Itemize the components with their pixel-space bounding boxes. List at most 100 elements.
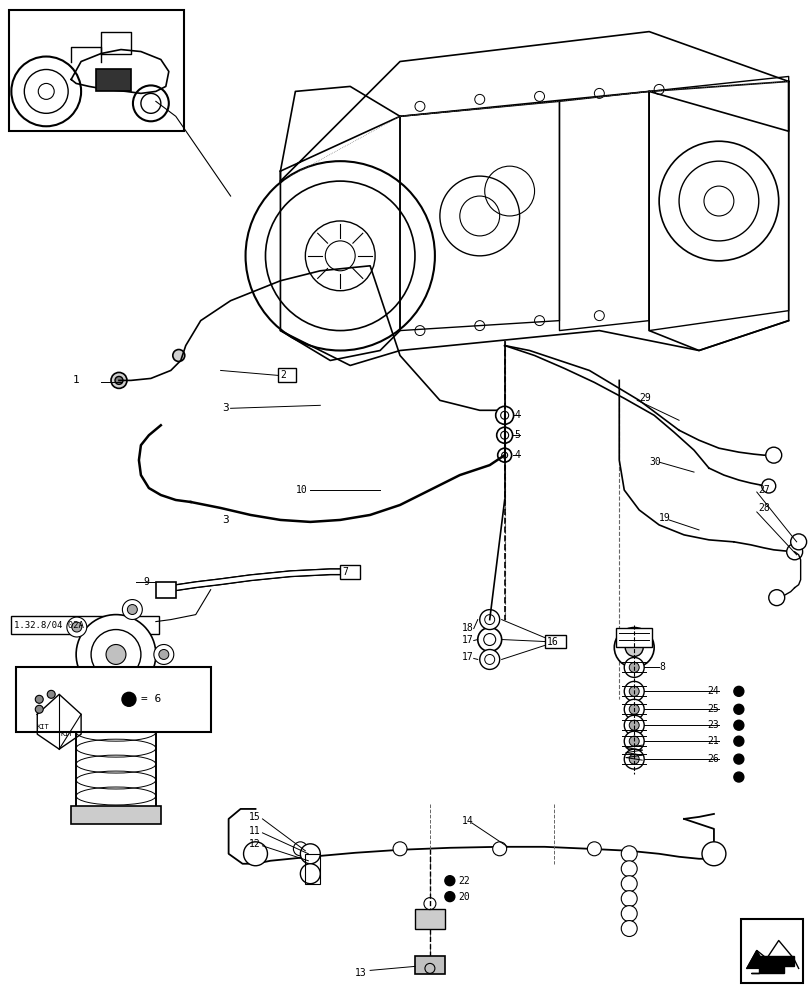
Circle shape (629, 720, 638, 730)
Circle shape (790, 534, 805, 550)
Circle shape (620, 876, 637, 892)
Circle shape (624, 715, 643, 735)
Circle shape (127, 605, 137, 615)
Text: 22: 22 (457, 876, 469, 886)
Text: 1.32.8/04 02A: 1.32.8/04 02A (15, 620, 84, 629)
Circle shape (629, 704, 638, 714)
Bar (16, 667, 210, 732)
Text: KIT: KIT (36, 724, 49, 730)
Circle shape (111, 372, 127, 388)
Circle shape (765, 447, 781, 463)
Circle shape (122, 689, 142, 709)
Circle shape (479, 649, 499, 669)
Circle shape (733, 736, 743, 746)
Text: 10: 10 (295, 485, 307, 495)
Bar (414, 909, 444, 929)
Bar (76, 679, 156, 809)
Text: 16: 16 (546, 637, 558, 647)
Text: 8: 8 (659, 662, 664, 672)
Text: 18: 18 (461, 623, 473, 633)
Circle shape (67, 672, 87, 692)
Text: 29: 29 (638, 393, 650, 403)
Circle shape (173, 350, 185, 361)
Bar (616, 628, 651, 647)
Circle shape (115, 376, 122, 384)
Circle shape (479, 610, 499, 630)
Circle shape (624, 699, 643, 719)
Circle shape (620, 906, 637, 922)
Text: 14: 14 (461, 816, 473, 826)
Circle shape (497, 448, 511, 462)
Circle shape (624, 639, 642, 656)
Bar (11, 616, 159, 634)
Bar (740, 919, 801, 983)
Circle shape (71, 677, 82, 687)
Circle shape (620, 861, 637, 877)
Circle shape (702, 842, 725, 866)
Circle shape (393, 842, 406, 856)
Text: = 6: = 6 (141, 694, 161, 704)
Circle shape (620, 846, 637, 862)
Text: 26: 26 (706, 754, 718, 764)
Text: 17: 17 (461, 652, 473, 662)
Circle shape (153, 645, 174, 664)
Circle shape (624, 657, 643, 677)
Circle shape (122, 692, 135, 706)
Circle shape (761, 479, 775, 493)
Circle shape (444, 892, 454, 902)
Text: 17: 17 (461, 635, 473, 645)
Circle shape (495, 406, 513, 424)
Circle shape (159, 649, 169, 659)
Circle shape (300, 864, 320, 884)
Circle shape (629, 662, 638, 672)
Text: 19: 19 (659, 513, 670, 523)
Bar (544, 635, 566, 648)
Circle shape (620, 921, 637, 937)
Circle shape (67, 617, 87, 637)
Bar (156, 582, 175, 598)
Circle shape (492, 842, 506, 856)
Text: 4: 4 (514, 450, 520, 460)
Text: 11: 11 (248, 826, 260, 836)
Circle shape (624, 681, 643, 701)
Circle shape (300, 844, 320, 864)
Circle shape (624, 749, 643, 769)
Circle shape (423, 898, 436, 910)
Text: KIT: KIT (61, 731, 74, 737)
Circle shape (733, 686, 743, 696)
Circle shape (614, 628, 654, 667)
Circle shape (620, 891, 637, 907)
Polygon shape (746, 950, 766, 968)
Circle shape (127, 694, 137, 704)
Text: 2: 2 (280, 370, 286, 380)
Text: 28: 28 (757, 503, 770, 513)
Circle shape (35, 705, 43, 713)
Circle shape (71, 622, 82, 632)
Circle shape (629, 754, 638, 764)
Circle shape (768, 590, 783, 606)
Text: 12: 12 (248, 839, 260, 849)
Circle shape (106, 645, 126, 664)
Circle shape (243, 842, 267, 866)
Text: 27: 27 (757, 485, 770, 495)
Bar (71, 806, 161, 824)
Circle shape (477, 628, 501, 651)
Circle shape (624, 731, 643, 751)
Text: 24: 24 (706, 686, 718, 696)
Text: 15: 15 (248, 812, 260, 822)
Bar (305, 854, 320, 884)
Text: 1: 1 (73, 375, 79, 385)
Circle shape (733, 772, 743, 782)
Circle shape (733, 704, 743, 714)
Bar (278, 368, 296, 382)
Text: 3: 3 (222, 403, 229, 413)
Polygon shape (750, 956, 792, 973)
Circle shape (786, 544, 801, 560)
Text: 23: 23 (706, 720, 718, 730)
Text: 9: 9 (143, 577, 148, 587)
Circle shape (35, 695, 43, 703)
Text: 7: 7 (341, 567, 348, 577)
Circle shape (733, 720, 743, 730)
Circle shape (76, 615, 156, 694)
Circle shape (444, 876, 454, 886)
